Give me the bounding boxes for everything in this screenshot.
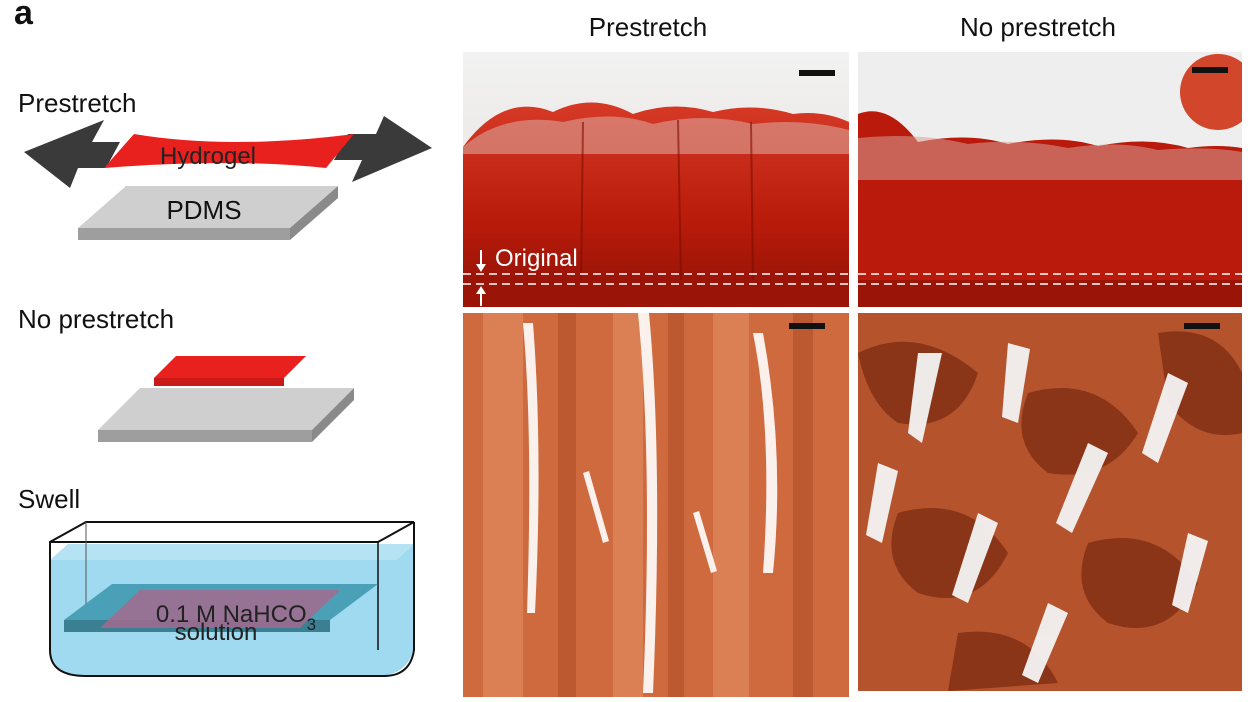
swell-container bbox=[49, 521, 415, 677]
photo-prestretch-cross-section-svg: Original bbox=[463, 52, 849, 307]
photo-prestretch-top-view bbox=[463, 313, 849, 697]
photo-prestretch-top-view-svg bbox=[463, 313, 849, 697]
pdms-label: PDMS bbox=[166, 195, 241, 225]
schematic-diagram: PDMS Hydrogel 0.1 M NaHCO3 solution bbox=[24, 116, 432, 677]
panel-letter: a bbox=[14, 0, 33, 32]
photo-no-prestretch-cross-section-svg bbox=[858, 52, 1242, 307]
pdms-slab-no-prestretch bbox=[98, 388, 354, 442]
photo-no-prestretch-top-view-svg bbox=[858, 313, 1242, 691]
scale-bar bbox=[799, 70, 835, 76]
right-stretch-arrow bbox=[334, 116, 432, 182]
column-header-no-prestretch: No prestretch bbox=[959, 12, 1117, 42]
scale-bar bbox=[789, 323, 825, 329]
original-label: Original bbox=[495, 245, 578, 272]
scale-bar bbox=[1184, 323, 1220, 329]
pdms-slab-prestretch bbox=[78, 186, 338, 240]
solution-label-line1: 0.1 M NaHCO3 bbox=[156, 601, 316, 634]
stretched-hydrogel bbox=[104, 134, 354, 168]
solution-label-line2: solution bbox=[175, 619, 258, 646]
swell-label: Swell bbox=[18, 484, 81, 514]
column-header-prestretch: Prestretch bbox=[588, 12, 708, 42]
photo-prestretch-cross-section: Original bbox=[463, 52, 849, 307]
no-prestretch-label: No prestretch bbox=[18, 304, 175, 334]
photo-no-prestretch-top-view bbox=[858, 313, 1242, 691]
prestretch-label: Prestretch bbox=[18, 88, 137, 118]
hydrogel-no-prestretch bbox=[154, 356, 306, 386]
left-stretch-arrow bbox=[24, 120, 120, 188]
photo-no-prestretch-cross-section bbox=[858, 52, 1242, 307]
scale-bar bbox=[1192, 67, 1228, 73]
hydrogel-label: Hydrogel bbox=[160, 143, 256, 170]
